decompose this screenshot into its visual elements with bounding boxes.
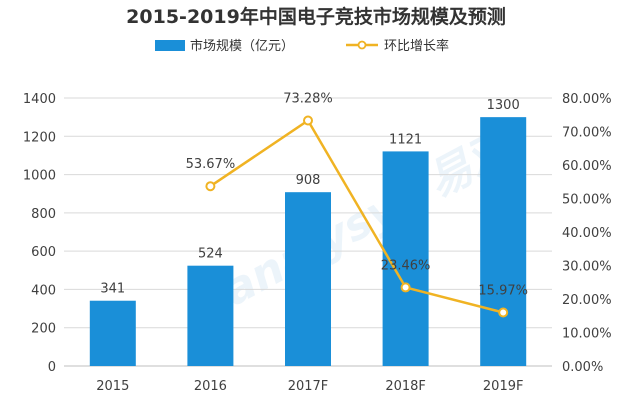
bar-data-label: 1300 bbox=[487, 98, 520, 113]
x-tick-label: 2018F bbox=[385, 379, 426, 394]
x-axis-ticks: 2015 2016 2017F 2018F 2019F bbox=[96, 379, 523, 394]
line-data-label: 73.28% bbox=[283, 92, 333, 107]
left-tick-label: 200 bbox=[31, 322, 56, 337]
bar bbox=[187, 265, 234, 366]
line-point bbox=[498, 307, 509, 318]
x-tick-label: 2017F bbox=[288, 379, 329, 394]
left-axis-ticks: 0 200 400 600 800 1000 1200 1400 bbox=[23, 92, 56, 375]
x-tick-label: 2019F bbox=[483, 379, 524, 394]
line-data-label: 53.67% bbox=[186, 157, 236, 172]
bar bbox=[382, 151, 429, 366]
series-line bbox=[209, 119, 504, 314]
line-point bbox=[205, 181, 216, 192]
bar bbox=[285, 192, 331, 366]
legend-bar-swatch bbox=[155, 40, 185, 51]
right-tick-label: 40.00% bbox=[562, 226, 612, 241]
line-point bbox=[303, 115, 313, 126]
line-data-label: 23.46% bbox=[381, 258, 431, 273]
left-tick-label: 400 bbox=[31, 283, 56, 298]
left-tick-label: 800 bbox=[31, 207, 56, 222]
chart-title: 2015-2019年中国电子竞技市场规模及预测 bbox=[126, 5, 506, 28]
left-tick-label: 600 bbox=[31, 245, 56, 260]
bar-data-label: 1121 bbox=[389, 132, 422, 147]
right-tick-label: 0.00% bbox=[562, 360, 603, 375]
left-tick-label: 0 bbox=[48, 360, 56, 375]
bar bbox=[480, 117, 527, 367]
right-tick-label: 80.00% bbox=[562, 92, 612, 107]
left-tick-label: 1400 bbox=[23, 92, 56, 107]
left-tick-label: 1200 bbox=[23, 130, 56, 145]
legend-line-marker bbox=[357, 40, 367, 50]
bar-data-label: 524 bbox=[198, 247, 223, 262]
line-data-label: 15.97% bbox=[478, 284, 528, 299]
legend-line-label: 环比增长率 bbox=[384, 38, 449, 54]
legend-bar-label: 市场规模（亿元） bbox=[190, 38, 294, 54]
bar-data-labels: 341 524 908 1121 1300 bbox=[100, 98, 519, 297]
legend: 市场规模（亿元） 环比增长率 bbox=[155, 38, 449, 54]
right-tick-label: 50.00% bbox=[562, 193, 612, 208]
right-tick-label: 10.00% bbox=[562, 327, 612, 342]
right-tick-label: 70.00% bbox=[562, 126, 612, 141]
right-axis-ticks: 0.00% 10.00% 20.00% 30.00% 40.00% 50.00% 60.00… bbox=[562, 92, 612, 375]
line-series bbox=[205, 115, 509, 318]
bar bbox=[89, 300, 136, 366]
x-tick-label: 2016 bbox=[194, 379, 227, 394]
line-point bbox=[400, 282, 411, 293]
right-tick-label: 20.00% bbox=[562, 293, 612, 308]
right-tick-label: 30.00% bbox=[562, 260, 612, 275]
bar-series bbox=[89, 117, 527, 367]
line-data-labels: 53.67% 73.28% 23.46% 15.97% bbox=[186, 92, 528, 299]
left-tick-label: 1000 bbox=[23, 169, 56, 184]
bar-data-label: 908 bbox=[296, 173, 321, 188]
x-tick-label: 2015 bbox=[96, 379, 129, 394]
right-tick-label: 60.00% bbox=[562, 159, 612, 174]
bar-data-label: 341 bbox=[100, 282, 125, 297]
